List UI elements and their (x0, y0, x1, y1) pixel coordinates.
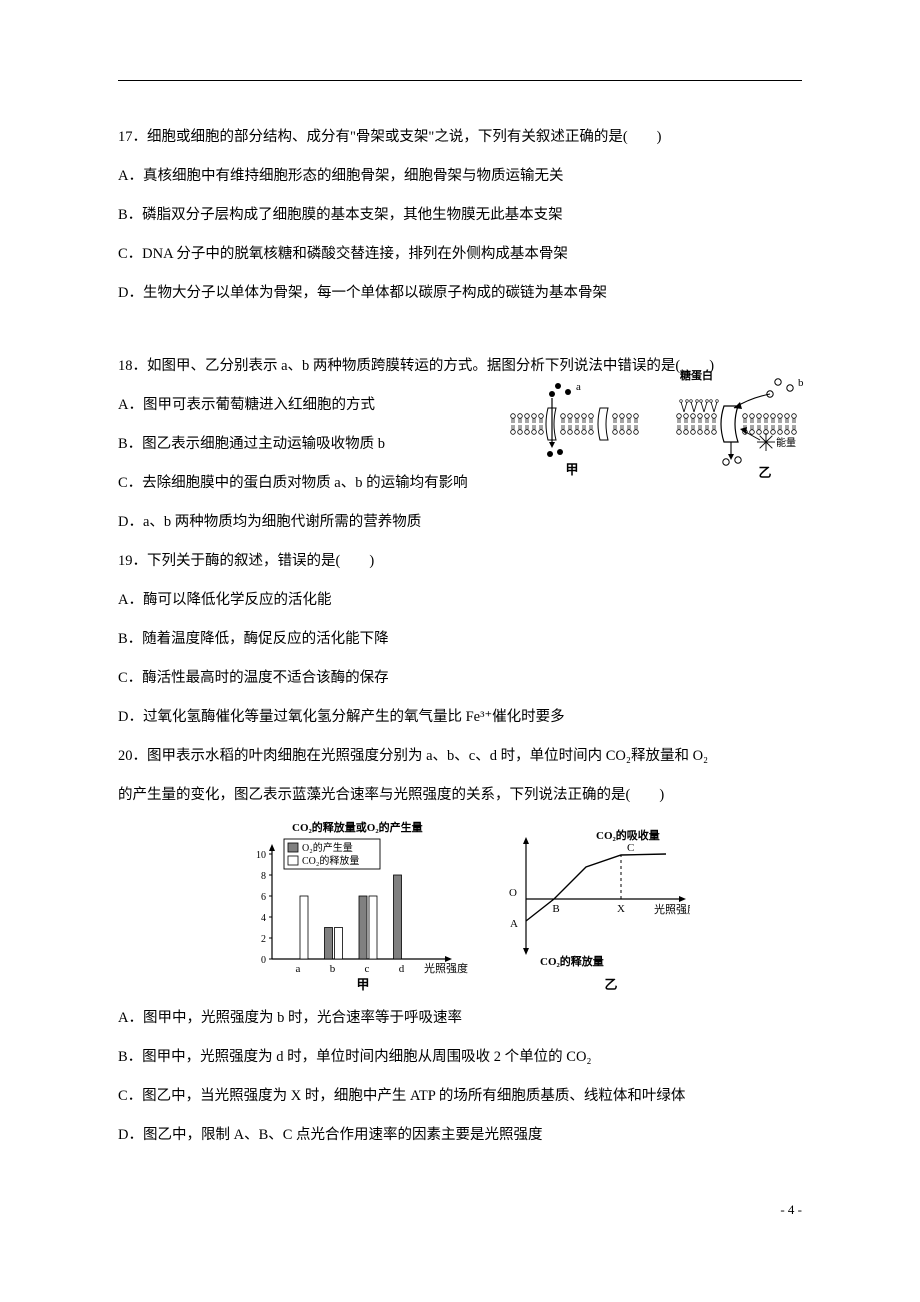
q17-opt-a: A．真核细胞中有维持细胞形态的细胞骨架，细胞骨架与物质运输无关 (118, 158, 802, 195)
q18-opt-c: C．去除细胞膜中的蛋白质对物质 a、b 的运输均有影响 (118, 465, 515, 502)
svg-text:CO₂的释放量: CO₂的释放量 (302, 854, 359, 867)
q17-opt-c: C．DNA 分子中的脱氧核糖和磷酸交替连接，排列在外侧构成基本骨架 (118, 236, 802, 273)
svg-text:4: 4 (261, 913, 266, 924)
q19-opt-d: D．过氧化氢酶催化等量过氧化氢分解产生的氧气量比 Fe³⁺催化时要多 (118, 699, 802, 736)
q20-opt-b: B．图甲中，光照强度为 d 时，单位时间内细胞从周围吸收 2 个单位的 CO₂ (118, 1039, 802, 1076)
svg-text:8: 8 (261, 871, 266, 882)
svg-text:6: 6 (261, 892, 266, 903)
svg-text:C: C (627, 842, 634, 854)
svg-text:CO₂的释放量或O₂的产生量: CO₂的释放量或O₂的产生量 (292, 820, 423, 834)
svg-text:0: 0 (261, 955, 266, 966)
page-content: 17．细胞或细胞的部分结构、成分有"骨架或支架"之说，下列有关叙述正确的是( )… (118, 119, 802, 1154)
q17-opt-b: B．磷脂双分子层构成了细胞膜的基本支架，其他生物膜无此基本支架 (118, 197, 802, 234)
svg-text:光照强度: 光照强度 (654, 902, 690, 916)
svg-text:d: d (399, 963, 405, 975)
svg-text:b: b (330, 963, 336, 975)
svg-text:X: X (617, 903, 625, 915)
q18-block: 18．如图甲、乙分别表示 a、b 两种物质跨膜转运的方式。据图分析下列说法中错误… (118, 348, 802, 541)
q20-opt-d: D．图乙中，限制 A、B、C 点光合作用速率的因素主要是光照强度 (118, 1117, 802, 1154)
svg-text:糖蛋白: 糖蛋白 (680, 368, 713, 382)
svg-text:乙: 乙 (758, 465, 771, 480)
svg-text:B: B (552, 903, 559, 915)
q19-opt-c: C．酶活性最高时的温度不适合该酶的保存 (118, 660, 802, 697)
q20-opt-a: A．图甲中，光照强度为 b 时，光合速率等于呼吸速率 (118, 1000, 802, 1037)
svg-text:CO₂的释放量: CO₂的释放量 (540, 954, 604, 968)
svg-text:a: a (576, 381, 581, 393)
q18-figure: a 甲 糖蛋白 b 能量乙 (502, 364, 812, 482)
svg-text:O₂的产生量: O₂的产生量 (302, 841, 353, 854)
svg-text:O: O (509, 887, 517, 899)
svg-text:c: c (365, 963, 370, 975)
q18-opt-d: D．a、b 两种物质均为细胞代谢所需的营养物质 (118, 504, 802, 541)
q19-opt-b: B．随着温度降低，酶促反应的活化能下降 (118, 621, 802, 658)
q20-stem2: 的产生量的变化，图乙表示蓝藻光合速率与光照强度的关系，下列说法正确的是( ) (118, 777, 802, 814)
q20-figure: CO₂的释放量或O₂的产生量0246810O₂的产生量CO₂的释放量abcd光照… (230, 819, 690, 994)
q18-opt-b: B．图乙表示细胞通过主动运输吸收物质 b (118, 426, 515, 463)
top-rule (118, 80, 802, 81)
svg-text:甲: 甲 (356, 977, 369, 992)
svg-text:2: 2 (261, 934, 266, 945)
svg-text:能量: 能量 (776, 436, 796, 449)
svg-text:甲: 甲 (565, 462, 578, 477)
svg-text:10: 10 (256, 850, 266, 861)
svg-text:光照强度: 光照强度 (424, 961, 468, 975)
q17-stem: 17．细胞或细胞的部分结构、成分有"骨架或支架"之说，下列有关叙述正确的是( ) (118, 119, 802, 156)
q19-opt-a: A．酶可以降低化学反应的活化能 (118, 582, 802, 619)
q20-stem1: 20．图甲表示水稻的叶肉细胞在光照强度分别为 a、b、c、d 时，单位时间内 C… (118, 738, 802, 775)
q17-opt-d: D．生物大分子以单体为骨架，每一个单体都以碳原子构成的碳链为基本骨架 (118, 275, 802, 312)
svg-text:b: b (798, 377, 804, 389)
q19-stem: 19．下列关于酶的叙述，错误的是( ) (118, 543, 802, 580)
svg-text:a: a (296, 963, 301, 975)
svg-text:乙: 乙 (604, 977, 617, 992)
q20-opt-c: C．图乙中，当光照强度为 X 时，细胞中产生 ATP 的场所有细胞质基质、线粒体… (118, 1078, 802, 1115)
svg-text:CO₂的吸收量: CO₂的吸收量 (596, 828, 660, 842)
page-number: - 4 - (780, 1202, 802, 1218)
q18-opt-a: A．图甲可表示葡萄糖进入红细胞的方式 (118, 387, 515, 424)
svg-text:A: A (510, 918, 518, 930)
